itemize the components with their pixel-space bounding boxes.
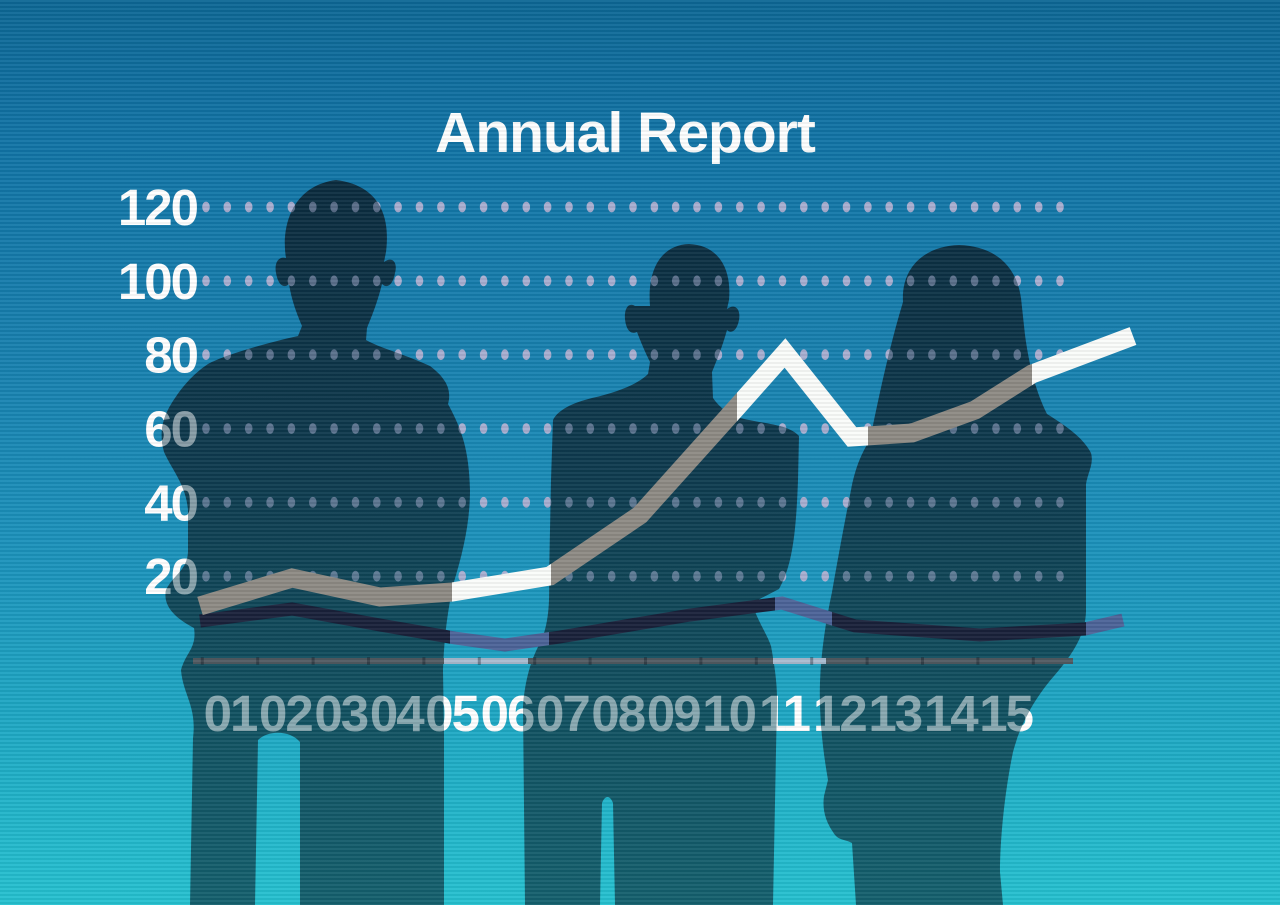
chart-title: Annual Report bbox=[435, 101, 816, 165]
x-axis-ticks bbox=[200, 657, 1035, 665]
secondary-trend-line bbox=[199, 596, 1125, 652]
people-silhouettes bbox=[161, 180, 1092, 905]
y-axis-labels: 12010080604020 bbox=[118, 179, 200, 605]
y-axis-tick-label: 80 bbox=[144, 327, 197, 384]
businessman-left bbox=[161, 180, 470, 905]
primary-trend-line bbox=[197, 327, 1137, 616]
y-axis-tick-label: 120 bbox=[118, 179, 198, 236]
y-axis-tick-label: 100 bbox=[118, 253, 198, 310]
